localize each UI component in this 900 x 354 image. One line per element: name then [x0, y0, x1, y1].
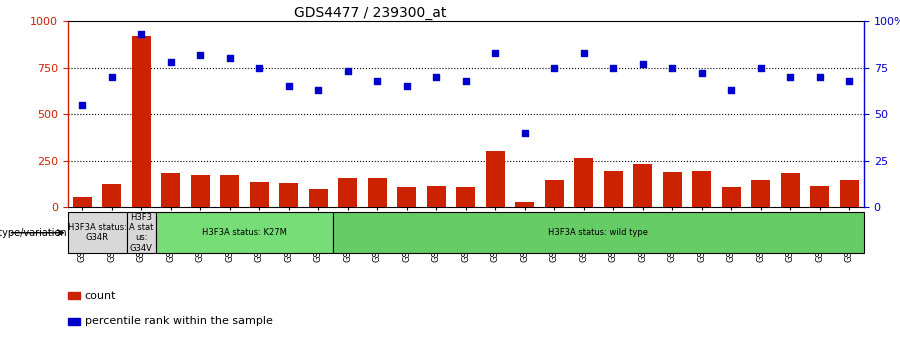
- Bar: [604, 171, 623, 207]
- Point: [252, 65, 266, 70]
- Text: percentile rank within the sample: percentile rank within the sample: [85, 316, 273, 326]
- Bar: [131, 36, 151, 207]
- Point: [164, 59, 178, 65]
- Title: GDS4477 / 239300_at: GDS4477 / 239300_at: [294, 6, 446, 20]
- Bar: [249, 182, 269, 207]
- Point: [783, 74, 797, 80]
- Bar: [634, 164, 652, 207]
- Point: [311, 87, 326, 93]
- Bar: [68, 212, 127, 253]
- Bar: [338, 178, 357, 207]
- Point: [813, 74, 827, 80]
- Text: H3F3A status:
G34R: H3F3A status: G34R: [68, 223, 126, 242]
- Point: [340, 69, 355, 74]
- Bar: [456, 187, 475, 207]
- Text: count: count: [85, 291, 116, 301]
- Bar: [103, 184, 122, 207]
- Text: H3F3A status: wild type: H3F3A status: wild type: [548, 228, 649, 237]
- Point: [429, 74, 444, 80]
- Bar: [810, 186, 829, 207]
- Point: [488, 50, 502, 56]
- Bar: [752, 180, 770, 207]
- Point: [518, 130, 532, 136]
- Bar: [574, 158, 593, 207]
- Point: [282, 84, 296, 89]
- Point: [665, 65, 680, 70]
- Bar: [156, 212, 333, 253]
- Bar: [279, 183, 298, 207]
- Point: [400, 84, 414, 89]
- Bar: [127, 212, 156, 253]
- Point: [75, 102, 89, 108]
- Point: [724, 87, 738, 93]
- Bar: [397, 187, 417, 207]
- Point: [695, 70, 709, 76]
- Bar: [840, 180, 859, 207]
- Point: [606, 65, 620, 70]
- Point: [104, 74, 119, 80]
- Text: genotype/variation: genotype/variation: [0, 228, 68, 238]
- Bar: [427, 186, 446, 207]
- Bar: [722, 187, 741, 207]
- Text: H3F3A status: K27M: H3F3A status: K27M: [202, 228, 287, 237]
- Bar: [191, 175, 210, 207]
- Point: [635, 61, 650, 67]
- Point: [134, 32, 148, 37]
- Point: [458, 78, 473, 84]
- Point: [842, 78, 857, 84]
- Point: [370, 78, 384, 84]
- Bar: [333, 212, 864, 253]
- Bar: [780, 173, 800, 207]
- Bar: [220, 176, 239, 207]
- Bar: [68, 318, 80, 325]
- Bar: [692, 171, 711, 207]
- Point: [222, 56, 237, 61]
- Bar: [486, 152, 505, 207]
- Bar: [309, 188, 328, 207]
- Point: [577, 50, 591, 56]
- Bar: [662, 172, 682, 207]
- Bar: [161, 173, 180, 207]
- Bar: [544, 180, 563, 207]
- Bar: [68, 292, 80, 299]
- Bar: [368, 178, 387, 207]
- Point: [547, 65, 562, 70]
- Text: H3F3
A stat
us:
G34V: H3F3 A stat us: G34V: [129, 213, 153, 253]
- Point: [753, 65, 768, 70]
- Point: [193, 52, 207, 57]
- Bar: [515, 202, 535, 207]
- Bar: [73, 197, 92, 207]
